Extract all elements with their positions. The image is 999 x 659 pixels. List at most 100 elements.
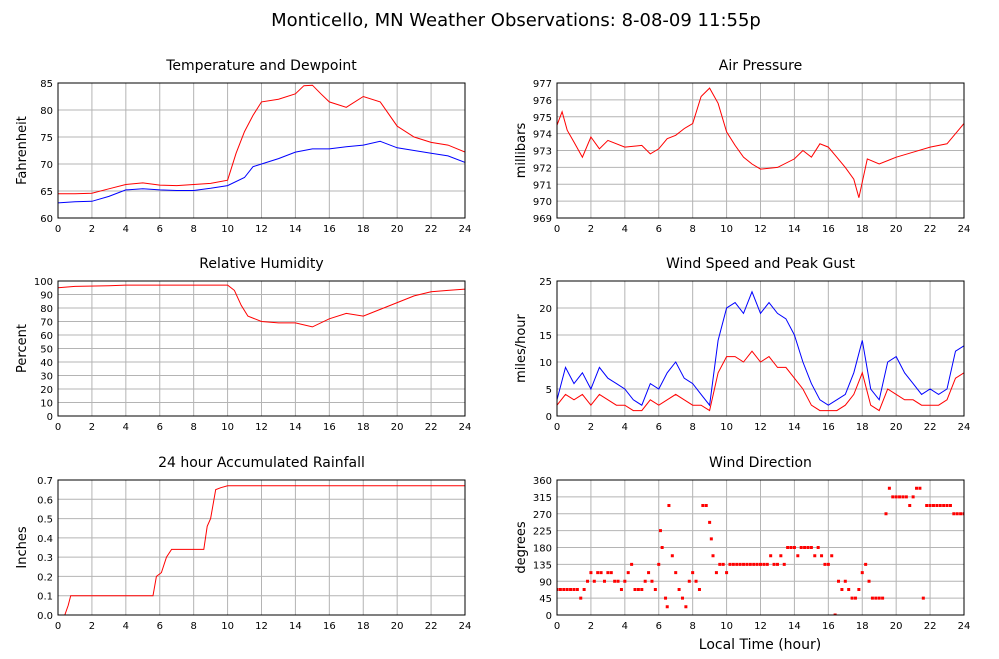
x-tick-label: 22 [425, 621, 438, 632]
plot-area [557, 486, 964, 615]
y-tick-label: 180 [533, 544, 552, 555]
data-point [874, 596, 878, 600]
data-point [772, 562, 776, 566]
data-point [731, 562, 735, 566]
x-axis-label: Local Time (hour) [699, 637, 821, 653]
x-tick-label: 16 [822, 422, 835, 433]
data-point [901, 495, 905, 499]
y-tick-label: 976 [533, 96, 552, 107]
x-tick-label: 18 [357, 422, 370, 433]
data-point [908, 504, 912, 507]
y-axis-label: Inches [15, 526, 30, 568]
page-title: Monticello, MN Weather Observations: 8-0… [271, 10, 761, 31]
data-point [643, 579, 647, 583]
x-tick-label: 16 [822, 621, 835, 632]
y-axis-label: miles/hour [514, 313, 529, 382]
x-tick-label: 12 [754, 621, 767, 632]
data-point [633, 588, 637, 591]
y-tick-label: 0.0 [37, 611, 53, 622]
y-axis-label: Percent [15, 324, 30, 373]
data-point [735, 562, 739, 566]
data-point [752, 562, 756, 566]
x-tick-label: 6 [656, 224, 662, 235]
data-point [694, 579, 698, 583]
plot-area [557, 87, 964, 198]
x-tick-label: 18 [856, 422, 869, 433]
data-point [653, 588, 657, 591]
y-tick-label: 75 [40, 133, 53, 144]
data-point [820, 554, 824, 558]
y-tick-label: 30 [40, 372, 53, 383]
data-point [887, 486, 891, 490]
data-point [853, 596, 857, 600]
data-point [667, 504, 671, 507]
data-point [857, 588, 861, 591]
data-point [796, 554, 800, 558]
data-point [592, 579, 596, 583]
chart-title: Relative Humidity [199, 256, 323, 272]
x-tick-label: 16 [323, 422, 336, 433]
y-tick-label: 0 [47, 412, 53, 423]
x-tick-label: 0 [55, 621, 61, 632]
y-tick-label: 969 [533, 214, 552, 225]
y-tick-label: 0.4 [37, 534, 53, 545]
data-point [742, 562, 746, 566]
data-point [582, 588, 586, 591]
data-point [962, 512, 964, 516]
data-point [911, 495, 915, 499]
data-point [782, 562, 786, 566]
data-point [928, 504, 932, 507]
data-point [677, 588, 681, 591]
x-tick-label: 10 [720, 224, 733, 235]
data-point [569, 588, 573, 591]
y-tick-label: 0.1 [37, 592, 53, 603]
x-tick-label: 12 [255, 422, 268, 433]
x-tick-label: 12 [255, 621, 268, 632]
plot-frame [556, 82, 965, 219]
data-point [557, 588, 559, 591]
x-tick-label: 20 [890, 224, 903, 235]
x-tick-label: 18 [357, 621, 370, 632]
data-point [565, 588, 569, 591]
data-point [931, 504, 935, 507]
x-tick-label: 14 [289, 621, 302, 632]
x-tick-label: 4 [123, 621, 129, 632]
data-point [789, 546, 793, 549]
x-tick-label: 14 [788, 224, 801, 235]
data-point [586, 579, 590, 583]
y-tick-label: 0.5 [37, 515, 53, 526]
data-point [684, 605, 688, 609]
x-tick-label: 6 [157, 224, 163, 235]
x-tick-label: 8 [689, 422, 695, 433]
y-tick-label: 970 [533, 197, 552, 208]
data-point [697, 588, 701, 591]
data-point [609, 571, 613, 575]
y-tick-label: 977 [533, 79, 552, 90]
y-tick-label: 40 [40, 358, 53, 369]
y-tick-label: 70 [40, 318, 53, 329]
data-point [626, 571, 630, 575]
data-point [606, 571, 610, 575]
x-tick-label: 20 [391, 422, 404, 433]
y-tick-label: 20 [40, 385, 53, 396]
x-tick-label: 22 [425, 224, 438, 235]
data-point [640, 588, 644, 591]
data-point [759, 562, 762, 566]
data-point [779, 554, 783, 558]
data-point [803, 546, 807, 549]
x-tick-label: 24 [459, 422, 472, 433]
plot-frame [556, 280, 965, 417]
plot-area [557, 290, 964, 412]
series-line-1 [557, 87, 964, 198]
data-point [786, 546, 790, 549]
data-point [762, 562, 766, 566]
data-point [660, 546, 664, 549]
y-tick-label: 0.3 [37, 553, 53, 564]
data-point [738, 562, 742, 566]
data-point [952, 512, 956, 516]
y-tick-label: 0 [546, 412, 552, 423]
data-point [884, 512, 888, 516]
data-point [813, 554, 817, 558]
